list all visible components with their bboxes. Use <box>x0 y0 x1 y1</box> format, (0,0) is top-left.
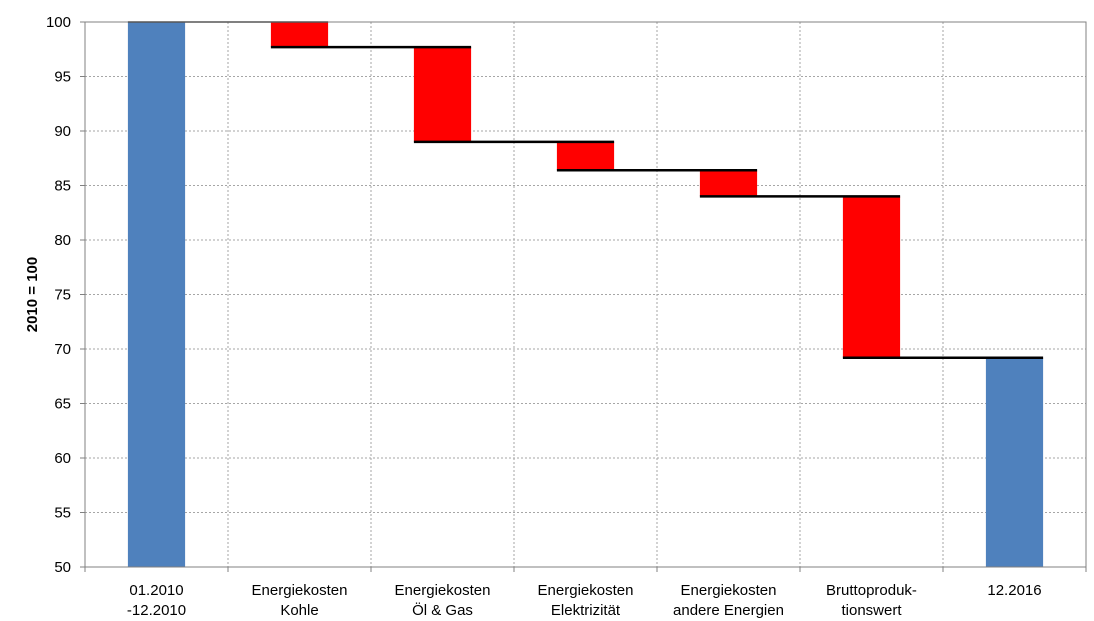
y-tick-label: 80 <box>54 232 71 249</box>
x-category-label: Energiekosten Elektrizität <box>538 582 634 619</box>
axes <box>80 21 1087 572</box>
x-category-label: 01.2010 -12.2010 <box>127 582 186 619</box>
gridlines <box>85 21 1086 567</box>
bars <box>127 22 1044 567</box>
y-tick-label: 55 <box>54 505 71 522</box>
y-tick-label: 85 <box>54 178 71 195</box>
y-tick-label: 65 <box>54 396 71 413</box>
x-category-label: Bruttoproduk-tionswert <box>826 582 917 619</box>
x-category-labels: 01.2010 -12.2010 Energiekosten Kohle Energie… <box>127 582 1042 619</box>
decrease-bar <box>556 141 615 171</box>
y-tick-label: 90 <box>54 123 71 140</box>
y-tick-label: 100 <box>46 14 71 31</box>
total-bar <box>127 22 186 567</box>
decrease-bar <box>413 47 472 142</box>
decrease-bar <box>842 196 901 358</box>
decrease-bar <box>699 170 758 197</box>
y-tick-label: 70 <box>54 341 71 358</box>
connector-lines <box>127 21 1044 359</box>
total-bar <box>985 357 1044 567</box>
y-axis-label: 2010 = 100 <box>24 257 41 333</box>
y-tick-label: 75 <box>54 287 71 304</box>
x-category-label: Energiekosten Öl & Gas <box>395 582 491 619</box>
x-category-label: Energiekosten Kohle <box>252 582 348 619</box>
decrease-bar <box>270 22 329 48</box>
y-tick-labels: 50 55 60 65 70 75 80 85 90 95 100 <box>46 14 71 576</box>
y-tick-label: 60 <box>54 450 71 467</box>
x-category-label: Energiekosten andere Energien <box>673 582 784 619</box>
y-tick-label: 50 <box>54 559 71 576</box>
x-category-label: 12.2016 <box>987 582 1041 599</box>
y-tick-label: 95 <box>54 69 71 86</box>
